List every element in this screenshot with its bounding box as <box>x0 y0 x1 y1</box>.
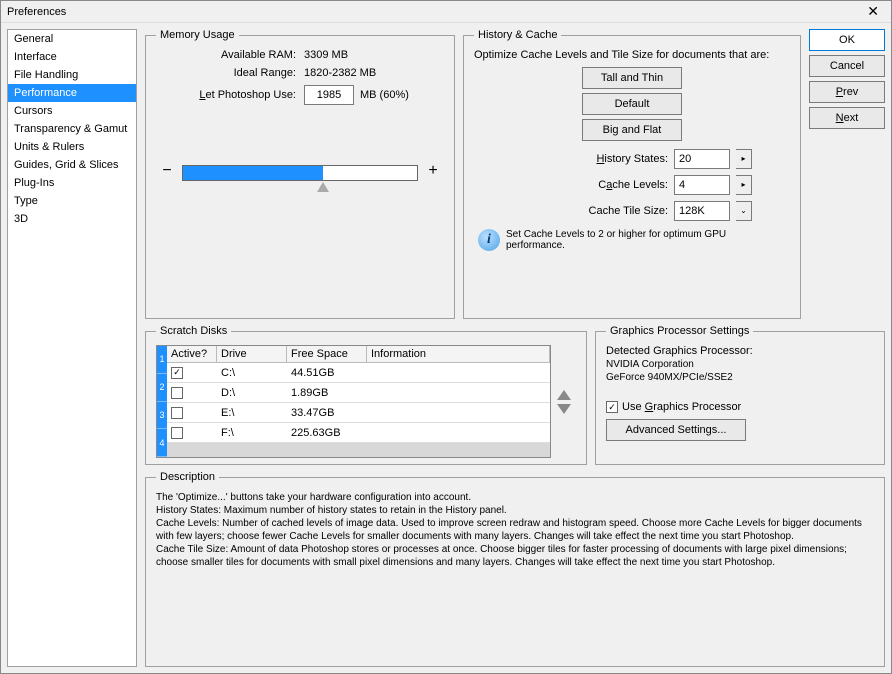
cancel-button[interactable]: Cancel <box>809 55 885 77</box>
scratch-col-header: Active? <box>167 346 217 363</box>
gpu-legend: Graphics Processor Settings <box>606 325 753 337</box>
close-icon[interactable]: ✕ <box>861 3 885 20</box>
preset-default-button[interactable]: Default <box>582 93 682 115</box>
available-ram-label: Available RAM: <box>156 49 296 61</box>
scratch-row[interactable]: D:\1.89GB <box>167 383 550 403</box>
sidebar-item-guides-grid-slices[interactable]: Guides, Grid & Slices <box>8 156 136 174</box>
window-title: Preferences <box>7 6 861 18</box>
next-button[interactable]: Next <box>809 107 885 129</box>
prev-button[interactable]: Prev <box>809 81 885 103</box>
memory-slider[interactable] <box>182 165 418 181</box>
titlebar: Preferences ✕ <box>1 1 891 23</box>
move-down-icon[interactable] <box>557 404 571 414</box>
sidebar-item-type[interactable]: Type <box>8 192 136 210</box>
preset-big-and-flat-button[interactable]: Big and Flat <box>582 119 682 141</box>
sidebar-item-cursors[interactable]: Cursors <box>8 102 136 120</box>
scratch-disks-group: Scratch Disks 1234 Active?DriveFree Spac… <box>145 325 587 465</box>
scratch-table: 1234 Active?DriveFree SpaceInformation ✓… <box>156 345 551 458</box>
sidebar-item-transparency-gamut[interactable]: Transparency & Gamut <box>8 120 136 138</box>
scratch-row[interactable]: E:\33.47GB <box>167 403 550 423</box>
scratch-col-header: Information <box>367 346 550 363</box>
sidebar-item-3d[interactable]: 3D <box>8 210 136 228</box>
scratch-row[interactable]: F:\225.63GB <box>167 423 550 443</box>
description-line: History States: Maximum number of histor… <box>156 504 874 517</box>
ideal-range-label: Ideal Range: <box>156 67 296 79</box>
scratch-active-checkbox[interactable] <box>171 407 183 419</box>
history-states-input[interactable]: 20 <box>674 149 730 169</box>
history-cache-group: History & Cache Optimize Cache Levels an… <box>463 29 801 319</box>
sidebar-item-units-rulers[interactable]: Units & Rulers <box>8 138 136 156</box>
slider-thumb-icon[interactable] <box>317 182 329 192</box>
cache-legend: History & Cache <box>474 29 561 41</box>
cache-tile-select[interactable]: 128K <box>674 201 730 221</box>
cache-levels-label: Cache Levels: <box>512 179 668 191</box>
sidebar-item-plug-ins[interactable]: Plug-Ins <box>8 174 136 192</box>
cache-levels-input[interactable]: 4 <box>674 175 730 195</box>
history-states-spinner[interactable]: ▸ <box>736 149 752 169</box>
cache-description: Optimize Cache Levels and Tile Size for … <box>474 49 790 61</box>
scratch-scrollbar[interactable] <box>167 443 550 457</box>
gpu-detected-label: Detected Graphics Processor: <box>606 345 874 357</box>
description-line: Cache Tile Size: Amount of data Photosho… <box>156 543 874 569</box>
cache-levels-spinner[interactable]: ▸ <box>736 175 752 195</box>
memory-use-input[interactable] <box>304 85 354 105</box>
use-gpu-checkbox[interactable]: ✓ <box>606 401 618 413</box>
preset-tall-and-thin-button[interactable]: Tall and Thin <box>582 67 682 89</box>
memory-use-suffix: MB (60%) <box>360 89 409 101</box>
scratch-active-checkbox[interactable]: ✓ <box>171 367 183 379</box>
available-ram-value: 3309 MB <box>304 49 414 61</box>
sidebar-item-interface[interactable]: Interface <box>8 48 136 66</box>
memory-legend: Memory Usage <box>156 29 239 41</box>
sidebar-item-performance[interactable]: Performance <box>8 84 136 102</box>
history-states-label: History States: <box>512 153 668 165</box>
use-gpu-label: Use Graphics Processor <box>622 401 741 413</box>
slider-plus-icon[interactable]: + <box>426 166 440 180</box>
advanced-settings-button[interactable]: Advanced Settings... <box>606 419 746 441</box>
description-line: The 'Optimize...' buttons take your hard… <box>156 491 874 504</box>
scratch-active-checkbox[interactable] <box>171 387 183 399</box>
gpu-model: GeForce 940MX/PCIe/SSE2 <box>606 372 874 383</box>
cache-info-text: Set Cache Levels to 2 or higher for opti… <box>506 229 786 251</box>
move-up-icon[interactable] <box>557 390 571 400</box>
gpu-vendor: NVIDIA Corporation <box>606 359 874 370</box>
scratch-col-header: Drive <box>217 346 287 363</box>
sidebar-item-general[interactable]: General <box>8 30 136 48</box>
sidebar-item-file-handling[interactable]: File Handling <box>8 66 136 84</box>
cache-tile-dropdown-icon[interactable]: ⌄ <box>736 201 752 221</box>
description-group: Description The 'Optimize...' buttons ta… <box>145 471 885 667</box>
scratch-active-checkbox[interactable] <box>171 427 183 439</box>
gpu-settings-group: Graphics Processor Settings Detected Gra… <box>595 325 885 465</box>
scratch-col-header: Free Space <box>287 346 367 363</box>
ok-button[interactable]: OK <box>809 29 885 51</box>
preferences-window: Preferences ✕ GeneralInterfaceFile Handl… <box>0 0 892 674</box>
slider-minus-icon[interactable]: − <box>160 166 174 180</box>
scratch-legend: Scratch Disks <box>156 325 231 337</box>
cache-tile-label: Cache Tile Size: <box>512 205 668 217</box>
scratch-row[interactable]: ✓C:\44.51GB <box>167 363 550 383</box>
let-use-label: Let Photoshop Use: <box>156 89 296 101</box>
description-line: Cache Levels: Number of cached levels of… <box>156 517 874 543</box>
ideal-range-value: 1820-2382 MB <box>304 67 414 79</box>
info-icon: i <box>478 229 500 251</box>
description-legend: Description <box>156 471 219 483</box>
category-sidebar: GeneralInterfaceFile HandlingPerformance… <box>7 29 137 667</box>
memory-usage-group: Memory Usage Available RAM: 3309 MB Idea… <box>145 29 455 319</box>
